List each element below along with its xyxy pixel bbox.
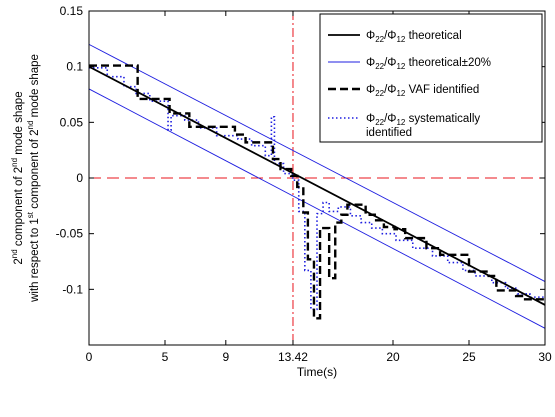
series-lower-line — [89, 88, 545, 329]
y-axis-label-line: with respect to 1st component of 2nd mod… — [26, 54, 41, 303]
y-axis-label-line: 2nd component of 2nd mode shape — [10, 91, 25, 264]
legend-text: Φ — [366, 30, 375, 42]
legend-text: systematically — [405, 113, 480, 125]
legend-subscript: 12 — [396, 118, 405, 127]
y-axis-label-text: component of 2 — [29, 129, 41, 211]
legend-label-vaf: Φ22/Φ12 VAF identified — [366, 84, 479, 98]
y-axis-label-superscript: nd — [10, 158, 19, 167]
y-tick-label: 0 — [76, 171, 83, 185]
legend-text: /Φ — [384, 30, 396, 42]
series-theoretical-line — [89, 65, 545, 306]
legend-label-systematic-cont: identified — [366, 127, 412, 139]
legend-text: /Φ — [384, 57, 396, 69]
x-tick-label: 0 — [86, 350, 93, 364]
x-tick-label: 5 — [162, 350, 169, 364]
y-axis-label-superscript: nd — [10, 249, 19, 258]
series-upper-line — [89, 44, 545, 282]
legend-subscript: 22 — [375, 62, 384, 71]
y-axis-label-text: mode shape — [13, 91, 25, 158]
y-axis-label-text: component of 2 — [13, 167, 25, 249]
x-tick-label: 20 — [386, 350, 400, 364]
y-tick-label: 0.1 — [66, 60, 83, 74]
legend-label-theoretical: Φ22/Φ12 theoretical — [366, 30, 462, 44]
x-tick-label: 30 — [538, 350, 552, 364]
legend-text: theoretical — [405, 30, 461, 42]
legend-subscript: 12 — [396, 89, 405, 98]
legend-subscript: 22 — [375, 89, 384, 98]
y-tick-label: 0.05 — [60, 115, 84, 129]
y-axis-label-text: mode shape — [29, 54, 41, 121]
legend-text: theoretical±20% — [405, 57, 491, 69]
y-axis-label-superscript: nd — [26, 121, 35, 130]
x-axis-label: Time(s) — [297, 365, 337, 379]
legend-subscript: 22 — [375, 35, 384, 44]
legend-label-upper: Φ22/Φ12 theoretical±20% — [366, 57, 491, 71]
legend-text: VAF identified — [405, 84, 479, 96]
legend-subscript: 12 — [396, 35, 405, 44]
y-tick-label: -0.05 — [56, 227, 84, 241]
plot-area — [89, 11, 545, 345]
legend-text: Φ — [366, 57, 375, 69]
legend-text: Φ — [366, 84, 375, 96]
legend-subscript: 12 — [396, 62, 405, 71]
x-tick-label: 13.42 — [278, 350, 308, 364]
legend-subscript: 22 — [375, 118, 384, 127]
series-vaf-line — [89, 64, 545, 320]
x-tick-label: 9 — [222, 350, 229, 364]
y-axis-label-superscript: st — [26, 211, 35, 218]
legend-text: /Φ — [384, 113, 396, 125]
y-tick-label: 0.15 — [60, 4, 84, 18]
legend-label-systematic: Φ22/Φ12 systematically — [366, 113, 480, 127]
y-axis-label-text: 2 — [13, 258, 25, 264]
y-tick-label: -0.1 — [62, 282, 83, 296]
y-axis-label-text: with respect to 1 — [29, 218, 41, 303]
legend-text: /Φ — [384, 84, 396, 96]
legend-text: Φ — [366, 113, 375, 125]
x-tick-label: 25 — [462, 350, 476, 364]
